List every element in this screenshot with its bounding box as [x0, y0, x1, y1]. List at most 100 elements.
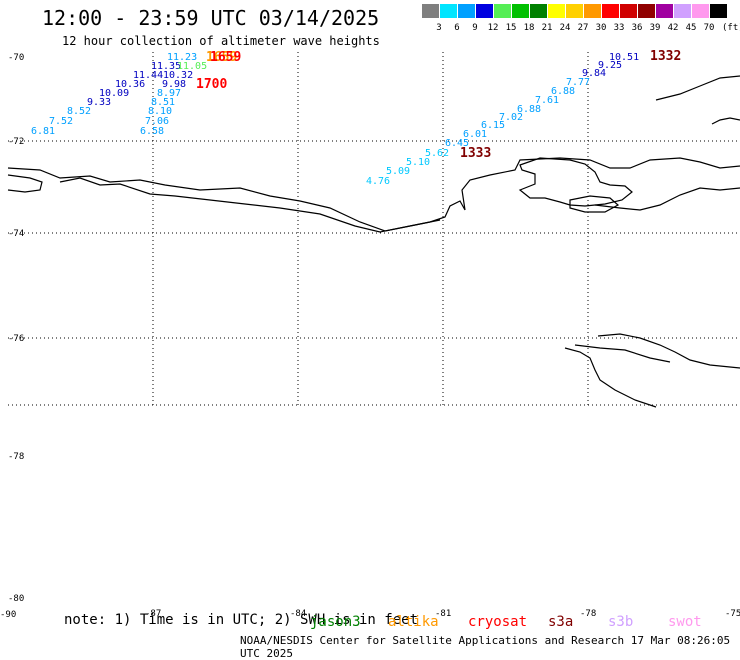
colorbar-label: 70: [704, 23, 715, 33]
colorbar-swatch: [638, 4, 655, 18]
lon-label: -75: [725, 609, 740, 619]
colorbar-swatch: [584, 4, 601, 18]
satellite-legend: jason3 altika cryosat s3a s3b swot: [310, 614, 702, 630]
swh-value-label: 9.33: [87, 97, 111, 108]
swh-value-label: 8.97: [157, 88, 181, 99]
lat-label: -76: [8, 334, 24, 344]
colorbar-swatch: [674, 4, 691, 18]
latitude-labels: -70 -72 -74 -76 -78 -80 -90: [0, 53, 24, 620]
colorbar-label: 27: [578, 23, 589, 33]
colorbar-swatch: [710, 4, 727, 18]
note-text: note: 1) Time is in UTC; 2) SWH is in fe…: [64, 612, 419, 628]
lat-label: -80: [8, 594, 24, 604]
colorbar-label: 36: [632, 23, 643, 33]
swh-value-label: 8.51: [151, 97, 175, 108]
swh-value-label: 11.35: [151, 61, 181, 72]
colorbar-swatch: [602, 4, 619, 18]
colorbar-label: 12: [488, 23, 499, 33]
colorbar-label: 15: [506, 23, 517, 33]
colorbar-swatch: [440, 4, 457, 18]
colorbar-label: 30: [596, 23, 607, 33]
legend-swot: swot: [668, 614, 702, 630]
colorbar-label: 9: [472, 23, 477, 33]
colorbar-swatch: [494, 4, 511, 18]
swh-value-label: 9.25: [598, 60, 622, 71]
map-subtitle: 12 hour collection of altimeter wave hei…: [62, 34, 380, 48]
legend-s3b: s3b: [608, 614, 633, 630]
colorbar-label: 18: [524, 23, 535, 33]
swh-value-label: 7.06: [145, 116, 169, 127]
swh-value-label: 10.32: [163, 70, 193, 81]
credit-line: NOAA/NESDIS Center for Satellite Applica…: [240, 634, 731, 660]
colorbar-label: 21: [542, 23, 553, 33]
swh-value-label: 6.81: [31, 126, 55, 137]
coastline: [7, 75, 740, 408]
swh-value-label: 7.61: [535, 95, 559, 106]
legend-jason3: jason3: [310, 614, 361, 630]
colorbar-swatch: [692, 4, 709, 18]
swh-value-label: 8.10: [148, 106, 172, 117]
swh-value-label: 7.52: [49, 116, 73, 127]
swh-value-label: 6.45: [445, 138, 469, 149]
colorbar-swatch: [458, 4, 475, 18]
legend-cryosat: cryosat: [468, 614, 527, 630]
colorbar-label: 33: [614, 23, 625, 33]
legend-s3a: s3a: [548, 614, 573, 630]
swh-value-label: 10.51: [609, 52, 639, 63]
legend-altika: altika: [388, 614, 439, 630]
pass-time-label: 1659: [210, 50, 241, 65]
swh-value-label: 6.15: [481, 120, 505, 131]
colorbar-swatch: [548, 4, 565, 18]
swh-value-label: 10.36: [115, 79, 145, 90]
swh-value-label: 11.44: [133, 70, 163, 81]
lat-label: -90: [0, 610, 16, 620]
swh-value-label: 4.76: [366, 176, 390, 187]
colorbar-swatch: [620, 4, 637, 18]
colorbar-swatch: [512, 4, 529, 18]
colorbar-label: 6: [454, 23, 459, 33]
swh-value-label: 6.01: [463, 129, 487, 140]
map-title: 12:00 - 23:59 UTC 03/14/2025: [42, 6, 380, 30]
lon-label: -84: [290, 609, 306, 619]
swh-value-label: 8.52: [67, 106, 91, 117]
swh-value-label: 5.09: [386, 166, 410, 177]
swh-value-label: 7.02: [499, 112, 523, 123]
colorbar-swatch: [476, 4, 493, 18]
lon-label: -78: [580, 609, 596, 619]
colorbar-swatch: [566, 4, 583, 18]
lat-label: -78: [8, 452, 24, 462]
colorbar-label: 42: [668, 23, 679, 33]
swh-value-label: 6.88: [517, 104, 541, 115]
colorbar-swatch: [656, 4, 673, 18]
note-row: note: 1) Time is in UTC; 2) SWH is in fe…: [64, 612, 418, 628]
colorbar-label: 39: [650, 23, 661, 33]
swh-value-label: 7.77: [566, 77, 590, 88]
lat-label: -70: [8, 53, 24, 63]
colorbar-swatch: [422, 4, 439, 18]
pass-time-label: 1700: [196, 77, 227, 92]
pass-time-label: 1659: [206, 50, 237, 65]
pass-time-label: 1333: [460, 146, 491, 161]
lat-label: -74: [8, 229, 24, 239]
swh-value-label: 6.58: [140, 126, 164, 137]
graticule: [8, 52, 740, 406]
colorbar-swatch: [530, 4, 547, 18]
swh-value-label: 10.09: [99, 88, 129, 99]
swh-value-label: 9.98: [162, 79, 186, 90]
colorbar-unit: (ft): [722, 23, 740, 33]
lon-label: -87: [145, 609, 161, 619]
colorbar-label: 24: [560, 23, 571, 33]
pass-time-label: 1332: [650, 49, 681, 64]
swh-value-label: 6.88: [551, 86, 575, 97]
swh-value-label: 5.10: [406, 157, 430, 168]
swh-value-label: 5.62: [425, 148, 449, 159]
lat-label: -72: [8, 137, 24, 147]
swh-value-label: 9.84: [582, 68, 606, 79]
colorbar-label: 45: [686, 23, 697, 33]
swh-value-label: 11.05: [177, 61, 207, 72]
colorbar-label: 3: [436, 23, 441, 33]
